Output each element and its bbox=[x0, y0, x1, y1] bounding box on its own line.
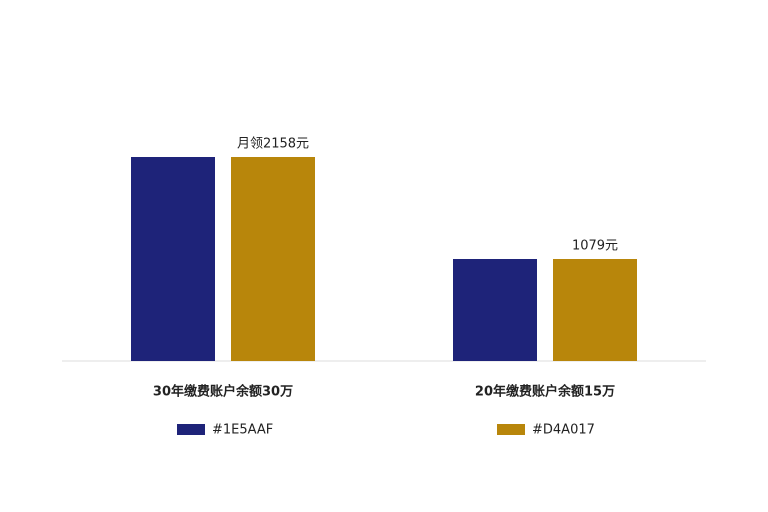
bar bbox=[553, 259, 637, 361]
bar bbox=[131, 157, 215, 361]
bar bbox=[453, 259, 537, 361]
data-label: 月领2158元 bbox=[237, 137, 309, 152]
legend-swatch bbox=[177, 424, 205, 435]
legend-swatch bbox=[497, 424, 525, 435]
x-tick-label: 30年缴费账户余额30万 bbox=[153, 384, 293, 400]
bar bbox=[231, 157, 315, 361]
legend-label: #1E5AAF bbox=[212, 423, 273, 438]
x-tick-label: 20年缴费账户余额15万 bbox=[475, 384, 615, 400]
legend-label: #D4A017 bbox=[532, 423, 595, 438]
data-label: 1079元 bbox=[572, 239, 618, 254]
